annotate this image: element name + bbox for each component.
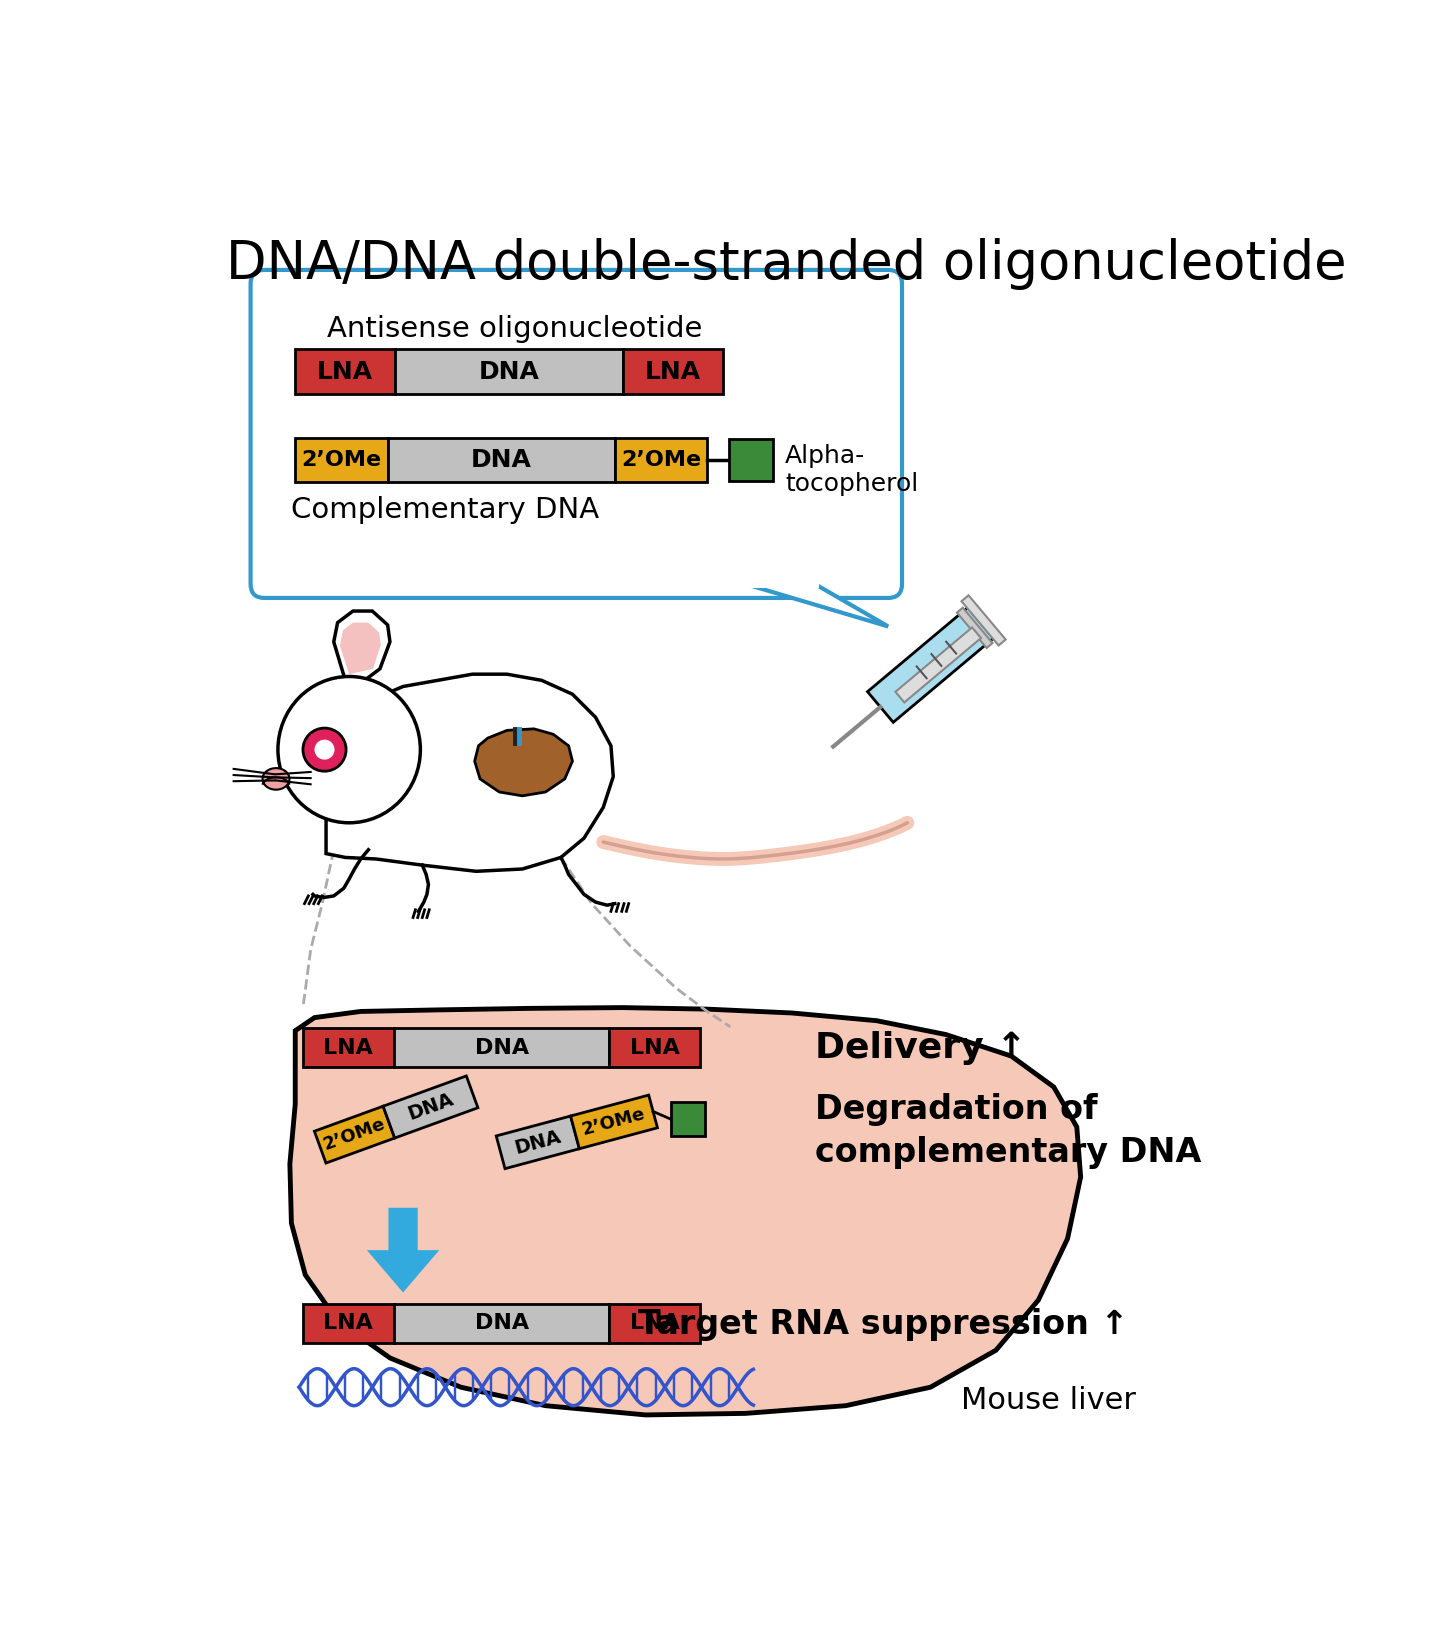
- Text: Antisense oligonucleotide: Antisense oligonucleotide: [327, 314, 703, 343]
- Text: LNA: LNA: [629, 1038, 680, 1058]
- Text: DNA: DNA: [471, 447, 531, 472]
- Polygon shape: [747, 584, 888, 628]
- Ellipse shape: [278, 677, 420, 823]
- Text: 2’OMe: 2’OMe: [321, 1114, 387, 1154]
- Text: DNA: DNA: [513, 1128, 563, 1158]
- FancyBboxPatch shape: [393, 1028, 609, 1067]
- Polygon shape: [475, 729, 573, 796]
- Text: 2’OMe: 2’OMe: [580, 1105, 648, 1139]
- Text: Delivery ↑: Delivery ↑: [815, 1032, 1027, 1066]
- FancyBboxPatch shape: [622, 350, 723, 394]
- Polygon shape: [334, 612, 390, 680]
- Text: LNA: LNA: [317, 360, 373, 384]
- Polygon shape: [867, 607, 994, 722]
- Ellipse shape: [262, 768, 289, 789]
- Polygon shape: [314, 1106, 395, 1163]
- FancyBboxPatch shape: [729, 439, 773, 482]
- FancyBboxPatch shape: [295, 438, 387, 483]
- Polygon shape: [958, 607, 992, 648]
- Circle shape: [314, 740, 334, 760]
- FancyBboxPatch shape: [302, 1303, 393, 1342]
- Polygon shape: [570, 1095, 658, 1149]
- Text: 2’OMe: 2’OMe: [301, 451, 382, 470]
- Text: LNA: LNA: [324, 1038, 373, 1058]
- Polygon shape: [289, 1007, 1080, 1415]
- Polygon shape: [340, 623, 380, 674]
- FancyBboxPatch shape: [609, 1028, 700, 1067]
- FancyBboxPatch shape: [671, 1101, 704, 1136]
- Polygon shape: [896, 628, 981, 703]
- Text: Target RNA suppression ↑: Target RNA suppression ↑: [638, 1308, 1129, 1341]
- FancyBboxPatch shape: [393, 1303, 609, 1342]
- Text: DNA: DNA: [478, 360, 540, 384]
- Text: DNA: DNA: [405, 1090, 456, 1124]
- Circle shape: [302, 727, 346, 771]
- FancyBboxPatch shape: [396, 350, 622, 394]
- Text: Degradation of
complementary DNA: Degradation of complementary DNA: [815, 1093, 1201, 1168]
- Text: Complementary DNA: Complementary DNA: [291, 496, 599, 524]
- Text: DNA: DNA: [475, 1313, 528, 1333]
- Text: Alpha-
tocopherol: Alpha- tocopherol: [785, 444, 919, 496]
- Text: LNA: LNA: [645, 360, 701, 384]
- FancyBboxPatch shape: [609, 1303, 700, 1342]
- Polygon shape: [383, 1075, 478, 1137]
- Text: DNA: DNA: [475, 1038, 528, 1058]
- Text: LNA: LNA: [629, 1313, 680, 1333]
- Polygon shape: [325, 674, 613, 872]
- Text: Mouse liver: Mouse liver: [962, 1386, 1136, 1415]
- FancyBboxPatch shape: [615, 438, 707, 483]
- FancyBboxPatch shape: [302, 1028, 393, 1067]
- Polygon shape: [962, 595, 1005, 646]
- Text: LNA: LNA: [324, 1313, 373, 1333]
- Polygon shape: [367, 1207, 439, 1292]
- Text: 2’OMe: 2’OMe: [621, 451, 701, 470]
- FancyBboxPatch shape: [251, 270, 901, 599]
- Polygon shape: [497, 1116, 579, 1168]
- FancyBboxPatch shape: [295, 350, 396, 394]
- Text: DNA/DNA double-stranded oligonucleotide: DNA/DNA double-stranded oligonucleotide: [226, 238, 1346, 290]
- FancyBboxPatch shape: [387, 438, 615, 483]
